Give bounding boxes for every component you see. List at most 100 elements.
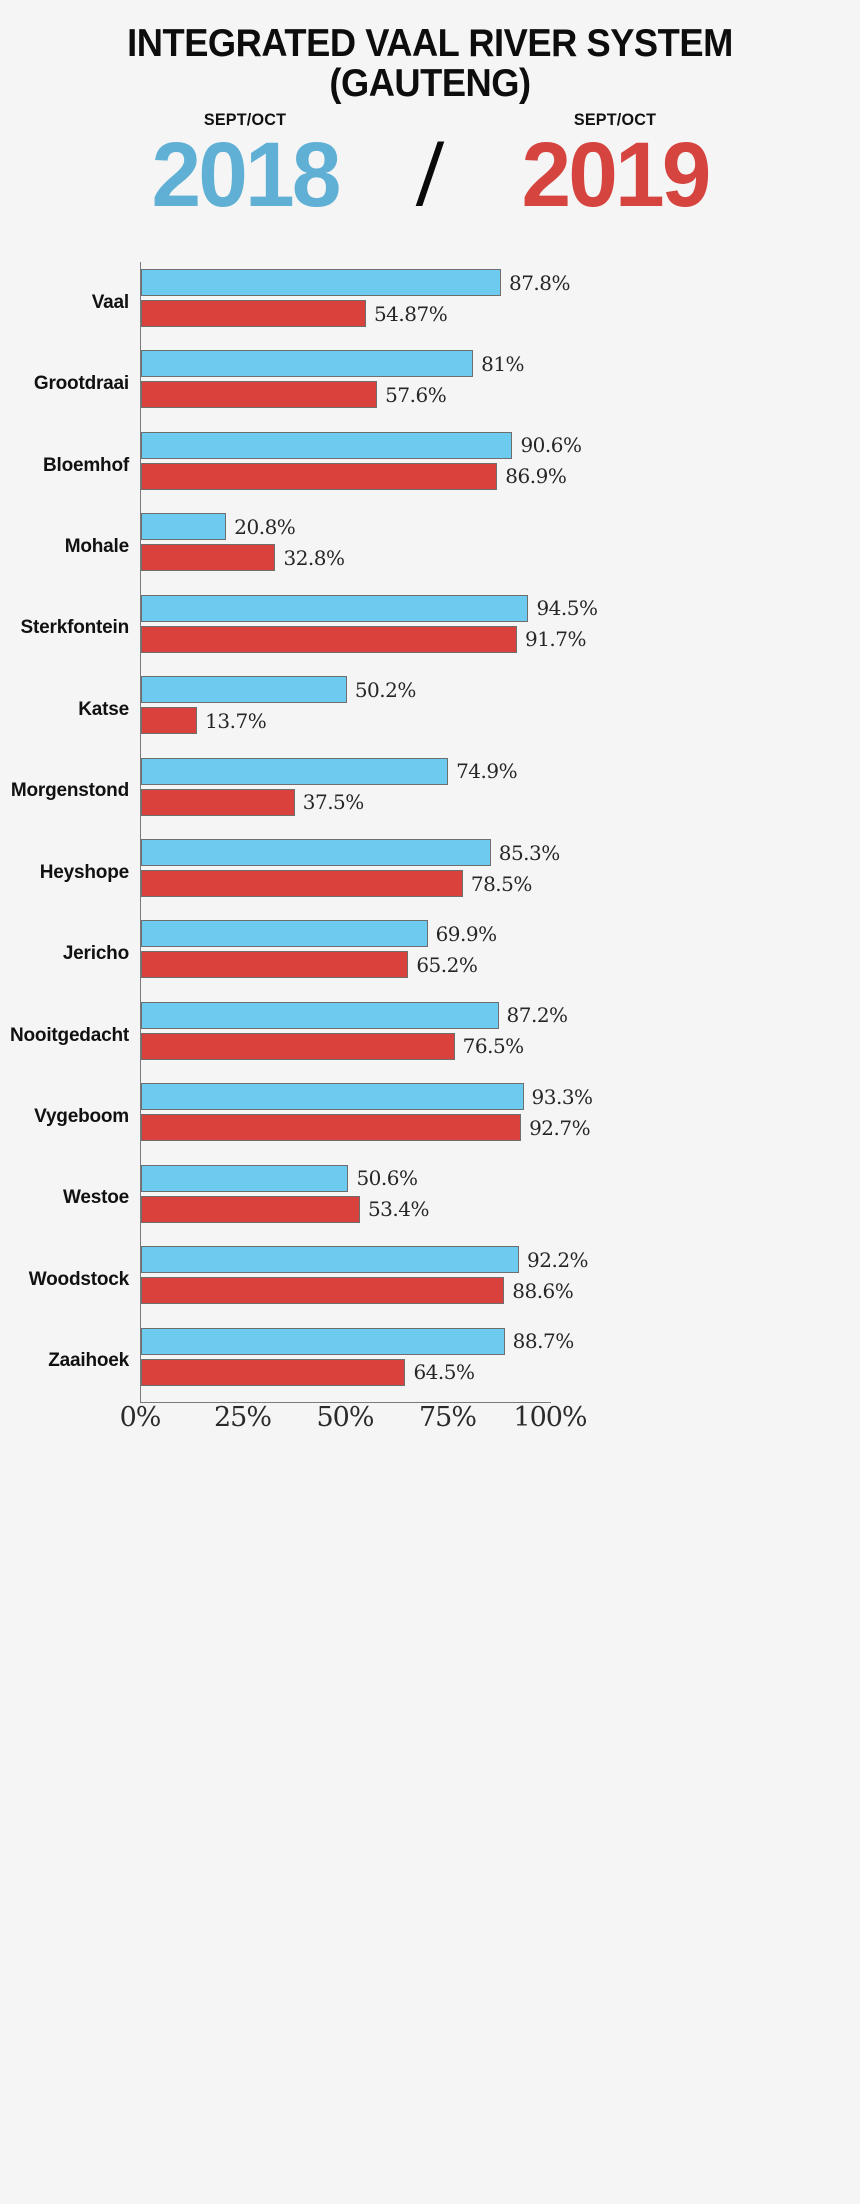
bar-2019[interactable]: 13.7% <box>141 707 267 735</box>
x-tick-label: 0% <box>119 1402 162 1433</box>
year-heading-2018: SEPT/OCT 2018 <box>80 110 410 226</box>
period-label-2019: SEPT/OCT <box>573 110 657 129</box>
bar-value-label: 76.5% <box>462 1034 525 1059</box>
bar-value-label: 50.2% <box>354 677 417 702</box>
bar-2018[interactable]: 87.8% <box>141 269 571 296</box>
bar-value-label: 90.6% <box>520 433 582 458</box>
bar-value-label: 50.6% <box>356 1166 418 1191</box>
category-label: Mohale <box>64 535 129 557</box>
bar-group: Zaaihoek 88.7% 64.5% <box>48 1321 574 1402</box>
bar-2018[interactable]: 50.6% <box>141 1164 418 1192</box>
bar-value-label: 88.6% <box>512 1278 574 1303</box>
bar-value-label: 64.5% <box>413 1360 475 1385</box>
category-label: Woodstock <box>28 1268 129 1290</box>
bar-value-label: 87.2% <box>506 1003 569 1028</box>
bar-group: Bloemhof 90.6% 86.9% <box>43 425 582 506</box>
bar-group: Jericho 69.9% 65.2% <box>63 913 551 994</box>
bar-value-label: 65.2% <box>416 952 478 977</box>
bar-group: Sterkfontein 94.5% 91.7% <box>21 588 598 669</box>
bar-2019[interactable]: 91.7% <box>141 625 587 653</box>
bar-2019[interactable]: 92.7% <box>141 1114 591 1142</box>
year-separator-slash: / <box>416 119 444 226</box>
bar-value-label: 74.9% <box>456 759 518 784</box>
x-tick-label: 75% <box>418 1402 477 1433</box>
bar-2018[interactable]: 20.8% <box>141 513 296 541</box>
bar-value-label: 32.8% <box>283 545 345 570</box>
x-tick-label: 100% <box>513 1402 587 1433</box>
bar-2018[interactable]: 85.3% <box>141 839 560 866</box>
period-label-2018: SEPT/OCT <box>203 110 287 129</box>
bar-2019[interactable]: 64.5% <box>141 1358 475 1386</box>
bar-value-label: 85.3% <box>498 840 561 865</box>
bar-2019[interactable]: 76.5% <box>141 1032 524 1060</box>
x-tick-label: 25% <box>213 1402 272 1433</box>
dam-levels-chart: Vaal 87.8% 54.87% Grootdraai 81% 57.6% Bloemho… <box>0 262 860 1442</box>
page-title-line-2: (GAUTENG) <box>329 62 531 105</box>
bar-2019[interactable]: 53.4% <box>141 1195 429 1223</box>
bar-2019[interactable]: 88.6% <box>141 1277 574 1305</box>
bar-2018[interactable]: 50.2% <box>141 676 416 704</box>
bar-group: Vaal 87.8% 54.87% <box>92 262 571 343</box>
bar-2019[interactable]: 57.6% <box>141 381 447 409</box>
year-number-2018: 2018 <box>151 124 342 226</box>
category-label: Heyshope <box>39 861 129 883</box>
bar-value-label: 87.8% <box>508 270 571 295</box>
bar-group: Nooitgedacht 87.2% 76.5% <box>10 995 568 1076</box>
bar-value-label: 69.9% <box>435 921 498 946</box>
bar-2018[interactable]: 69.9% <box>141 920 497 948</box>
bar-2018[interactable]: 90.6% <box>141 431 582 459</box>
bar-group: Woodstock 92.2% 88.6% <box>29 1239 589 1320</box>
year-number-2019: 2019 <box>521 124 712 226</box>
bar-2019[interactable]: 78.5% <box>141 870 532 897</box>
category-label: Nooitgedacht <box>10 1024 129 1046</box>
page-title: INTEGRATED VAAL RIVER SYSTEM (GAUTENG) <box>30 24 830 104</box>
category-label: Vaal <box>91 291 129 313</box>
bar-2019[interactable]: 37.5% <box>141 788 364 816</box>
bar-value-label: 53.4% <box>367 1197 430 1222</box>
bar-value-label: 81% <box>481 351 525 376</box>
bar-value-label: 78.5% <box>470 871 533 896</box>
bar-value-label: 86.9% <box>505 464 567 489</box>
bar-value-label: 91.7% <box>524 627 587 652</box>
bar-group: Katse 50.2% 13.7% <box>78 669 551 750</box>
category-label: Sterkfontein <box>20 617 130 639</box>
bar-2018[interactable]: 74.9% <box>141 757 518 785</box>
bar-group: Morgenstond 74.9% 37.5% <box>11 751 551 832</box>
category-label: Bloemhof <box>42 454 129 476</box>
x-axis-tick-labels: 0% 25% 50% 75% 100% <box>120 1402 588 1442</box>
bar-value-label: 88.7% <box>512 1329 575 1354</box>
bar-2019[interactable]: 54.87% <box>141 300 448 327</box>
bar-value-label: 92.7% <box>529 1115 591 1140</box>
bar-2018[interactable]: 92.2% <box>141 1246 589 1274</box>
bar-value-label: 37.5% <box>302 790 365 815</box>
bar-2018[interactable]: 94.5% <box>141 594 598 622</box>
bar-value-label: 93.3% <box>531 1084 594 1109</box>
bar-value-label: 57.6% <box>385 382 447 407</box>
category-label: Grootdraai <box>33 373 129 395</box>
year-heading-2019: SEPT/OCT 2019 <box>450 110 780 226</box>
bar-group: Heyshope 85.3% 78.5% <box>40 832 560 913</box>
bar-group: Vygeboom 93.3% 92.7% <box>34 1076 593 1157</box>
bar-2018[interactable]: 81% <box>141 350 525 378</box>
category-label: Katse <box>78 698 129 720</box>
bar-value-label: 94.5% <box>536 596 598 621</box>
bar-value-label: 54.87% <box>373 301 448 326</box>
category-label: Westoe <box>62 1187 129 1209</box>
bar-group: Westoe 50.6% 53.4% <box>63 1158 551 1239</box>
bar-value-label: 20.8% <box>234 514 296 539</box>
category-label: Morgenstond <box>10 780 129 802</box>
bar-2018[interactable]: 93.3% <box>141 1083 593 1111</box>
chart-plot-area: Vaal 87.8% 54.87% Grootdraai 81% 57.6% Bloemho… <box>10 262 598 1403</box>
category-label: Jericho <box>62 943 129 965</box>
page-title-line-1: INTEGRATED VAAL RIVER SYSTEM <box>127 22 733 65</box>
category-label: Vygeboom <box>34 1105 129 1127</box>
bar-2018[interactable]: 87.2% <box>141 1001 568 1029</box>
bar-group: Grootdraai 81% 57.6% <box>34 343 551 424</box>
bar-2018[interactable]: 88.7% <box>141 1327 574 1355</box>
bar-value-label: 92.2% <box>527 1247 589 1272</box>
bar-value-label: 13.7% <box>205 708 267 733</box>
bar-2019[interactable]: 32.8% <box>141 544 345 572</box>
bar-2019[interactable]: 65.2% <box>141 951 478 979</box>
bar-2019[interactable]: 86.9% <box>141 462 567 490</box>
